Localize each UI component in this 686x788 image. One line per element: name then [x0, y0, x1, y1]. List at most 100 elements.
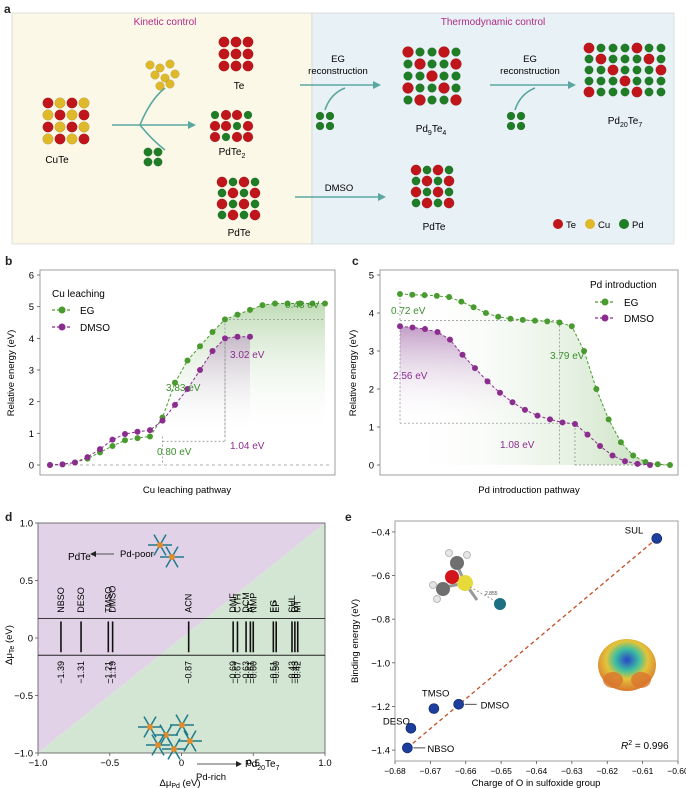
atom-legend: Te Cu Pd — [553, 219, 644, 231]
point-nbso — [402, 742, 413, 754]
cu-atom — [66, 133, 78, 145]
pd-atom — [584, 76, 594, 86]
series-dmso-point — [109, 436, 116, 443]
arrowhead-eg-1 — [373, 81, 381, 89]
pd-atom — [644, 43, 654, 53]
y-axis-ticks: 0 1 2 3 4 5 — [369, 271, 380, 472]
y-tick-label: 4 — [29, 334, 34, 345]
te-atom — [78, 133, 90, 145]
te-atom — [410, 164, 422, 176]
te-atom — [220, 120, 232, 132]
x-tick-label: −0.65 — [490, 766, 512, 776]
region-label-pd20te7: Pd20Te7 — [245, 759, 280, 772]
arrowhead-eg-2 — [568, 81, 576, 89]
dmso-shading — [400, 326, 575, 424]
solvent-name-sul: SUL — [287, 595, 297, 613]
solvent-name-dcm: DCM — [241, 592, 251, 613]
solvent-name-mt: MT — [293, 599, 303, 612]
point-label-sul: SUL — [625, 525, 643, 536]
series-eg-point — [495, 313, 502, 320]
series-eg-point — [482, 310, 489, 316]
pd-atom — [439, 59, 449, 69]
solvent-value-nbso: −1.39 — [56, 661, 66, 684]
te-atom — [238, 176, 250, 188]
legend-pd-label: Pd — [632, 220, 644, 231]
legend-dmso-marker — [601, 314, 609, 322]
pd-atom — [427, 59, 437, 69]
series-eg-point — [446, 294, 453, 301]
legend-eg-label: EG — [80, 306, 95, 317]
pd-atom — [403, 59, 413, 69]
series-dmso-point — [397, 323, 403, 330]
solvent-value-dmso: −1.19 — [108, 661, 118, 684]
series-eg-point — [532, 317, 538, 324]
series-eg-point — [284, 300, 291, 307]
cu-atom — [150, 70, 160, 80]
pd-atom — [620, 87, 630, 97]
pd-atom — [451, 83, 461, 93]
pd-atom — [644, 76, 654, 86]
series-eg-point — [433, 292, 440, 299]
label-cute: CuTe — [45, 155, 69, 166]
legend-pd-swatch — [619, 219, 629, 229]
series-eg-point — [122, 437, 128, 444]
pd-atom — [427, 47, 437, 57]
x-tick-label: −0.68 — [384, 766, 406, 776]
legend-dmso-label: DMSO — [624, 314, 654, 325]
pd-poor-structure-atom — [169, 554, 175, 560]
series-eg-point — [630, 452, 637, 459]
pd-atom — [444, 165, 454, 175]
solvent-name-at: AT — [245, 601, 255, 612]
series-dmso-point — [584, 431, 591, 438]
series-dmso-point — [222, 335, 228, 342]
solvent-name-ep: EP — [271, 601, 281, 613]
legend-cu-swatch — [585, 219, 595, 229]
point-deso — [405, 722, 417, 734]
pd-rich-structure-atom — [155, 742, 161, 748]
panel-d-letter: d — [5, 510, 13, 524]
series-dmso-point — [247, 333, 253, 340]
series-dmso-point — [509, 399, 516, 406]
arrowhead-pd-rich — [236, 761, 242, 767]
series-eg-point — [184, 357, 191, 364]
energy-series — [397, 291, 673, 468]
pd-atom — [411, 198, 421, 208]
cu-atom — [54, 121, 66, 133]
point-tmso — [428, 703, 440, 714]
y-tick-label: 6 — [29, 271, 34, 282]
x-tick-label: −0.61 — [632, 766, 654, 776]
pd-atom — [422, 187, 432, 197]
label-pd9te4: Pd9Te4 — [416, 124, 447, 137]
x-axis-label: ΔμPd (eV) — [160, 778, 201, 788]
crystal-structures — [42, 36, 667, 221]
cu-atom — [78, 97, 90, 109]
label-te: Te — [234, 81, 245, 92]
pd-atom — [439, 71, 449, 81]
series-dmso-point — [459, 351, 466, 358]
pd-atom — [451, 71, 461, 81]
series-eg-point — [309, 300, 316, 307]
x-axis-label: Cu leaching pathway — [143, 485, 231, 496]
pd-atom — [584, 65, 594, 75]
legend-eg-marker — [58, 306, 66, 314]
series-eg-point — [642, 458, 649, 465]
axis-ticks: −0.68 −0.67 −0.66 −0.65 −0.64 −0.63 −0.62 −0.61… — [371, 527, 686, 776]
arrow-label-reconstruction-2: reconstruction — [500, 66, 560, 77]
arrow-eg-curve-2 — [514, 87, 536, 111]
series-eg-point — [109, 443, 116, 449]
y-tick-label: 4 — [369, 309, 374, 320]
te-atom — [631, 42, 643, 54]
y-tick-label: 1 — [369, 423, 374, 434]
te-atom — [583, 86, 595, 98]
series-eg-point — [556, 319, 563, 326]
pd-atom — [239, 188, 249, 198]
pd-atom — [422, 165, 432, 175]
pd-atom — [506, 121, 516, 131]
y-tick-label: −0.6 — [371, 571, 390, 582]
annotation-3-79: 3.79 eV — [550, 351, 585, 362]
y-tick-label: 1 — [29, 429, 34, 440]
te-atom — [230, 60, 242, 72]
series-eg-point — [421, 292, 428, 299]
te-atom — [583, 42, 595, 54]
te-atom — [54, 109, 66, 121]
